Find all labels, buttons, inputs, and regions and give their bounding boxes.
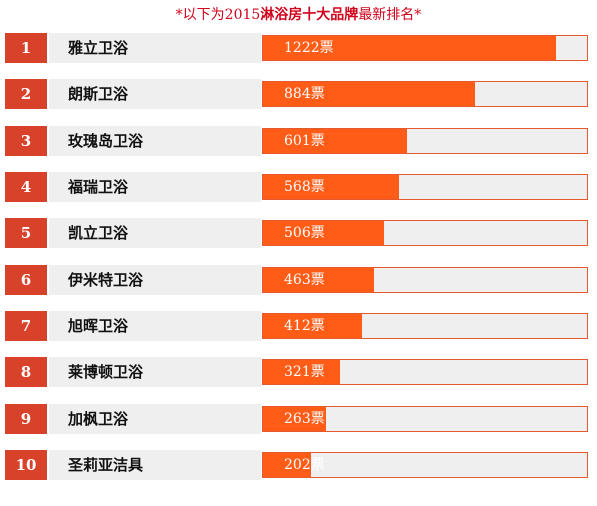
heading-suffix: 最新排名* (358, 7, 422, 23)
vote-count-label: 884票 (284, 86, 325, 102)
rank-badge: 8 (5, 357, 47, 387)
heading-prefix: *以下为2015 (175, 7, 261, 23)
rank-badge: 4 (5, 172, 47, 202)
vote-bar (263, 268, 374, 292)
rank-badge: 2 (5, 79, 47, 109)
rank-badge: 3 (5, 126, 47, 156)
vote-bar-track: 202票 (262, 452, 588, 478)
rank-badge: 6 (5, 265, 47, 295)
vote-count-label: 263票 (284, 411, 325, 427)
vote-bar (263, 407, 326, 431)
rank-badge: 5 (5, 218, 47, 248)
vote-count-label: 412票 (284, 318, 325, 334)
brand-name: 莱博顿卫浴 (68, 363, 144, 381)
rank-badge: 10 (5, 450, 47, 480)
brand-name-cell: 加枫卫浴 (49, 404, 261, 434)
ranking-row: 5 凯立卫浴 506票 (5, 218, 590, 248)
vote-bar-track: 412票 (262, 313, 588, 339)
vote-bar-track: 568票 (262, 174, 588, 200)
brand-name: 加枫卫浴 (68, 410, 129, 428)
vote-count-label: 1222票 (284, 40, 334, 56)
brand-name-cell: 旭晖卫浴 (49, 311, 261, 341)
vote-bar (263, 360, 340, 384)
vote-bar (263, 36, 556, 60)
rank-badge: 9 (5, 404, 47, 434)
vote-bar-track: 321票 (262, 359, 588, 385)
rank-badge: 7 (5, 311, 47, 341)
vote-count-label: 568票 (284, 179, 325, 195)
brand-name-cell: 圣莉亚洁具 (49, 450, 261, 480)
ranking-row: 4 福瑞卫浴 568票 (5, 172, 590, 202)
vote-bar (263, 175, 399, 199)
brand-name-cell: 朗斯卫浴 (49, 79, 261, 109)
brand-name-cell: 莱博顿卫浴 (49, 357, 261, 387)
brand-name-cell: 伊米特卫浴 (49, 265, 261, 295)
ranking-row: 7 旭晖卫浴 412票 (5, 311, 590, 341)
vote-bar (263, 453, 311, 477)
brand-name-cell: 凯立卫浴 (49, 218, 261, 248)
brand-name: 圣莉亚洁具 (68, 456, 144, 474)
heading-bold: 淋浴房十大品牌 (260, 7, 359, 23)
vote-count-label: 463票 (284, 272, 325, 288)
vote-bar-track: 884票 (262, 81, 588, 107)
vote-count-label: 202票 (284, 457, 325, 473)
ranking-row: 6 伊米特卫浴 463票 (5, 265, 590, 295)
brand-name: 雅立卫浴 (68, 39, 129, 57)
ranking-row: 9 加枫卫浴 263票 (5, 404, 590, 434)
ranking-row: 8 莱博顿卫浴 321票 (5, 357, 590, 387)
vote-bar (263, 221, 384, 245)
ranking-row: 10 圣莉亚洁具 202票 (5, 450, 590, 480)
vote-count-label: 506票 (284, 225, 325, 241)
brand-name-cell: 雅立卫浴 (49, 33, 261, 63)
vote-bar-track: 463票 (262, 267, 588, 293)
vote-bar-track: 506票 (262, 220, 588, 246)
vote-bar-track: 1222票 (262, 35, 588, 61)
brand-name-cell: 福瑞卫浴 (49, 172, 261, 202)
vote-bar-track: 601票 (262, 128, 588, 154)
vote-count-label: 601票 (284, 133, 325, 149)
brand-name: 伊米特卫浴 (68, 271, 144, 289)
brand-name: 凯立卫浴 (68, 224, 129, 242)
ranking-heading: *以下为2015淋浴房十大品牌最新排名* (0, 6, 597, 24)
vote-bar (263, 129, 407, 153)
ranking-row: 3 玫瑰岛卫浴 601票 (5, 126, 590, 156)
brand-name: 朗斯卫浴 (68, 85, 129, 103)
rank-badge: 1 (5, 33, 47, 63)
brand-name: 玫瑰岛卫浴 (68, 132, 144, 150)
vote-bar-track: 263票 (262, 406, 588, 432)
brand-name: 旭晖卫浴 (68, 317, 129, 335)
vote-bar (263, 314, 362, 338)
ranking-row: 2 朗斯卫浴 884票 (5, 79, 590, 109)
vote-bar (263, 82, 475, 106)
vote-count-label: 321票 (284, 364, 325, 380)
brand-name-cell: 玫瑰岛卫浴 (49, 126, 261, 156)
brand-name: 福瑞卫浴 (68, 178, 129, 196)
ranking-row: 1 雅立卫浴 1222票 (5, 33, 590, 63)
